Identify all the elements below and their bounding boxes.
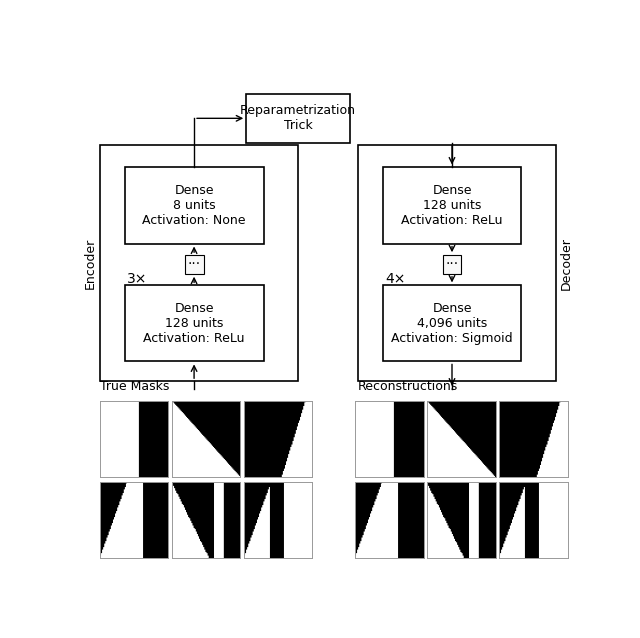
Text: ···: ··· bbox=[188, 258, 201, 271]
FancyBboxPatch shape bbox=[358, 145, 556, 381]
Text: Reconstructions: Reconstructions bbox=[358, 380, 458, 394]
Text: Dense
128 units
Activation: ReLu: Dense 128 units Activation: ReLu bbox=[143, 302, 245, 345]
FancyBboxPatch shape bbox=[185, 255, 204, 274]
FancyBboxPatch shape bbox=[125, 167, 264, 244]
Text: True Masks: True Masks bbox=[100, 380, 169, 394]
Text: Dense
4,096 units
Activation: Sigmoid: Dense 4,096 units Activation: Sigmoid bbox=[391, 302, 513, 345]
FancyBboxPatch shape bbox=[100, 145, 298, 381]
Text: Encoder: Encoder bbox=[83, 237, 97, 289]
FancyBboxPatch shape bbox=[383, 285, 522, 362]
Text: 3×: 3× bbox=[127, 272, 147, 286]
FancyBboxPatch shape bbox=[383, 167, 522, 244]
FancyBboxPatch shape bbox=[246, 94, 350, 143]
FancyBboxPatch shape bbox=[125, 285, 264, 362]
Text: 4×: 4× bbox=[385, 272, 405, 286]
Text: Decoder: Decoder bbox=[559, 237, 573, 290]
Text: Dense
8 units
Activation: None: Dense 8 units Activation: None bbox=[142, 184, 246, 227]
Text: ···: ··· bbox=[445, 258, 459, 271]
Text: Dense
128 units
Activation: ReLu: Dense 128 units Activation: ReLu bbox=[401, 184, 503, 227]
Text: Reparametrization
Trick: Reparametrization Trick bbox=[240, 105, 356, 132]
FancyBboxPatch shape bbox=[443, 255, 461, 274]
